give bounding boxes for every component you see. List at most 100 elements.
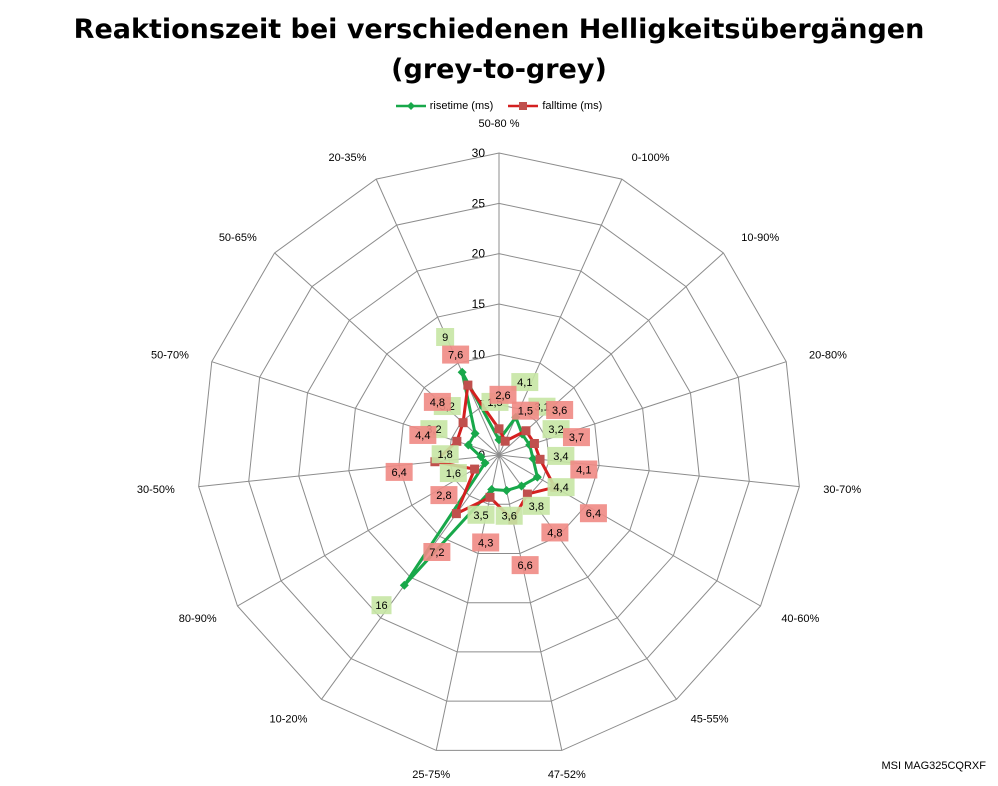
falltime-data-label: 3,7 [569, 432, 584, 444]
falltime-point [463, 380, 473, 390]
risetime-label-box [542, 420, 570, 439]
risetime-label-box [436, 327, 455, 346]
falltime-point [529, 438, 539, 448]
falltime-data-label: 6,4 [391, 467, 406, 479]
risetime-label-box [522, 496, 550, 515]
falltime-point [458, 418, 468, 428]
risetime-data-label: 1,8 [438, 449, 453, 461]
falltime-label-box [546, 400, 574, 419]
legend-label-risetime: risetime (ms) [429, 100, 494, 112]
category-label: 45-55% [691, 714, 729, 726]
grid-ring-20 [298, 253, 700, 653]
category-label: 10-20% [269, 714, 307, 726]
axis-tick-label: 30 [472, 146, 486, 160]
falltime-point [494, 424, 504, 434]
grid-spoke [498, 252, 724, 456]
risetime-point [480, 458, 490, 468]
series-line-risetime [402, 370, 539, 587]
grid-spoke [211, 361, 500, 456]
falltime-label-box [423, 392, 451, 411]
category-label: 47-52% [548, 769, 586, 781]
category-label: 20-35% [328, 152, 366, 164]
risetime-label-box [547, 478, 575, 497]
falltime-data-label: 4,8 [547, 527, 562, 539]
grid-ring-10 [398, 353, 600, 554]
falltime-data-label: 7,2 [429, 547, 444, 559]
falltime-label-box [511, 401, 539, 420]
risetime-data-label: 9 [442, 332, 448, 344]
legend-item-risetime: risetime (ms) [395, 100, 494, 112]
risetime-label-box [511, 373, 539, 392]
legend: risetime (ms) falltime (ms) [0, 100, 998, 114]
risetime-data-label: 3,2 [548, 424, 563, 436]
axis-tick-label: 20 [472, 247, 486, 261]
risetime-point [487, 484, 497, 494]
risetime-point [457, 367, 467, 377]
risetime-data-label: 3,6 [502, 511, 517, 523]
falltime-data-label: 4,3 [478, 537, 493, 549]
falltime-point [522, 489, 532, 499]
falltime-data-label: 2,8 [436, 490, 451, 502]
grid-ring-25 [248, 202, 750, 702]
grid-spoke [498, 361, 787, 456]
risetime-point [528, 454, 538, 464]
risetime-point [476, 452, 486, 462]
falltime-point [535, 454, 545, 464]
category-label: 50-70% [151, 349, 189, 361]
legend-label-falltime: falltime (ms) [542, 100, 603, 112]
category-label: 25-75% [412, 769, 450, 781]
falltime-data-label: 1,5 [518, 406, 533, 418]
falltime-data-label: 6,4 [586, 508, 601, 520]
falltime-label-box [541, 523, 569, 542]
category-label: 50-65% [219, 232, 257, 244]
falltime-data-label: 3,6 [552, 405, 567, 417]
category-label: 50-80 % [479, 118, 520, 130]
chart-title-line-2: (grey-to-grey) [391, 54, 607, 85]
falltime-label-box [442, 345, 470, 364]
falltime-label-box [570, 460, 598, 479]
category-label: 0-100% [632, 152, 670, 164]
category-label: 30-70% [823, 484, 861, 496]
risetime-data-label: 16 [375, 600, 387, 612]
grid-ring-15 [348, 303, 650, 604]
chart-title: Reaktionszeit bei verschiedenen Helligke… [0, 10, 998, 90]
falltime-point [470, 464, 480, 474]
falltime-label-box [579, 504, 607, 523]
risetime-data-label: 1,6 [446, 468, 461, 480]
risetime-label-box [495, 506, 523, 525]
risetime-point [516, 481, 526, 491]
falltime-data-label: 7,6 [448, 350, 463, 362]
risetime-label-box [431, 445, 459, 464]
risetime-data-label: 3,8 [529, 501, 544, 513]
falltime-point [452, 436, 462, 446]
falltime-data-label: 4,1 [576, 464, 591, 476]
risetime-point [463, 440, 473, 450]
monitor-model-label: MSI MAG325CQRXF [881, 760, 986, 772]
falltime-point [485, 492, 495, 502]
category-label: 30-50% [137, 484, 175, 496]
falltime-data-label: 4,8 [430, 397, 445, 409]
grid-spoke [435, 454, 500, 751]
risetime-data-label: 3,4 [553, 451, 568, 463]
chart-title-line-1: Reaktionszeit bei verschiedenen Helligke… [73, 14, 925, 45]
grid-spoke [498, 454, 563, 751]
risetime-label-box [547, 446, 575, 465]
falltime-label-box [430, 486, 458, 505]
legend-marker-falltime [508, 102, 539, 110]
risetime-point [399, 580, 409, 590]
falltime-point [500, 436, 510, 446]
risetime-data-label: 4,1 [517, 377, 532, 389]
grid-spoke [498, 454, 761, 607]
falltime-label-box [409, 425, 437, 444]
risetime-label-box [467, 505, 495, 524]
risetime-label-box [439, 464, 467, 483]
grid-ring-30 [198, 152, 800, 751]
falltime-label-box [472, 533, 500, 552]
category-label: 40-60% [781, 613, 819, 625]
legend-marker-risetime [395, 102, 426, 110]
axis-tick-label: 10 [472, 347, 486, 361]
risetime-data-label: 3,5 [473, 510, 488, 522]
category-label: 20-80% [809, 349, 847, 361]
axis-tick-label: 25 [472, 196, 486, 210]
